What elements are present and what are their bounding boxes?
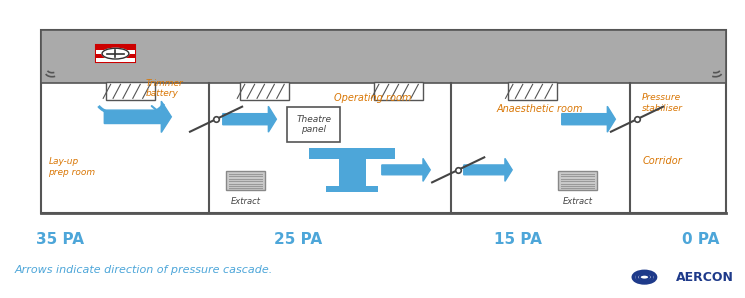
Text: 15 PA: 15 PA bbox=[494, 232, 542, 247]
Text: Lay-up
prep room: Lay-up prep room bbox=[48, 157, 95, 177]
Bar bbox=[558, 170, 597, 190]
Text: 0 PA: 0 PA bbox=[682, 232, 719, 247]
Bar bbox=[226, 170, 265, 190]
Text: Arrows indicate direction of pressure cascade.: Arrows indicate direction of pressure ca… bbox=[15, 265, 273, 275]
Bar bbox=[41, 30, 726, 83]
Text: Anaesthetic room: Anaesthetic room bbox=[497, 104, 583, 114]
Bar bbox=[287, 107, 340, 142]
Bar bbox=[96, 58, 135, 62]
Text: 35 PA: 35 PA bbox=[36, 232, 83, 247]
Text: AERCON: AERCON bbox=[676, 271, 734, 284]
Text: Operating room: Operating room bbox=[334, 93, 411, 103]
Bar bbox=[508, 82, 557, 100]
Bar bbox=[309, 148, 395, 151]
Polygon shape bbox=[223, 106, 276, 132]
Text: Trimmer
battery: Trimmer battery bbox=[145, 79, 183, 98]
Polygon shape bbox=[382, 159, 431, 181]
Text: Extract: Extract bbox=[562, 197, 592, 206]
Bar bbox=[96, 45, 135, 62]
Text: Pressure
stabiliser: Pressure stabiliser bbox=[642, 93, 683, 113]
Text: Theatre
panel: Theatre panel bbox=[297, 115, 331, 134]
Bar bbox=[41, 30, 726, 213]
Bar bbox=[309, 150, 395, 159]
Bar bbox=[326, 186, 378, 192]
Text: 25 PA: 25 PA bbox=[274, 232, 322, 247]
Polygon shape bbox=[562, 106, 615, 132]
Bar bbox=[375, 82, 423, 100]
Text: Corridor: Corridor bbox=[642, 156, 682, 166]
Bar bbox=[240, 82, 288, 100]
Bar bbox=[339, 159, 366, 188]
Circle shape bbox=[102, 48, 129, 59]
Bar bbox=[96, 49, 135, 54]
Polygon shape bbox=[463, 159, 513, 181]
Text: Extract: Extract bbox=[231, 197, 261, 206]
Bar bbox=[106, 82, 155, 100]
Polygon shape bbox=[104, 101, 171, 132]
